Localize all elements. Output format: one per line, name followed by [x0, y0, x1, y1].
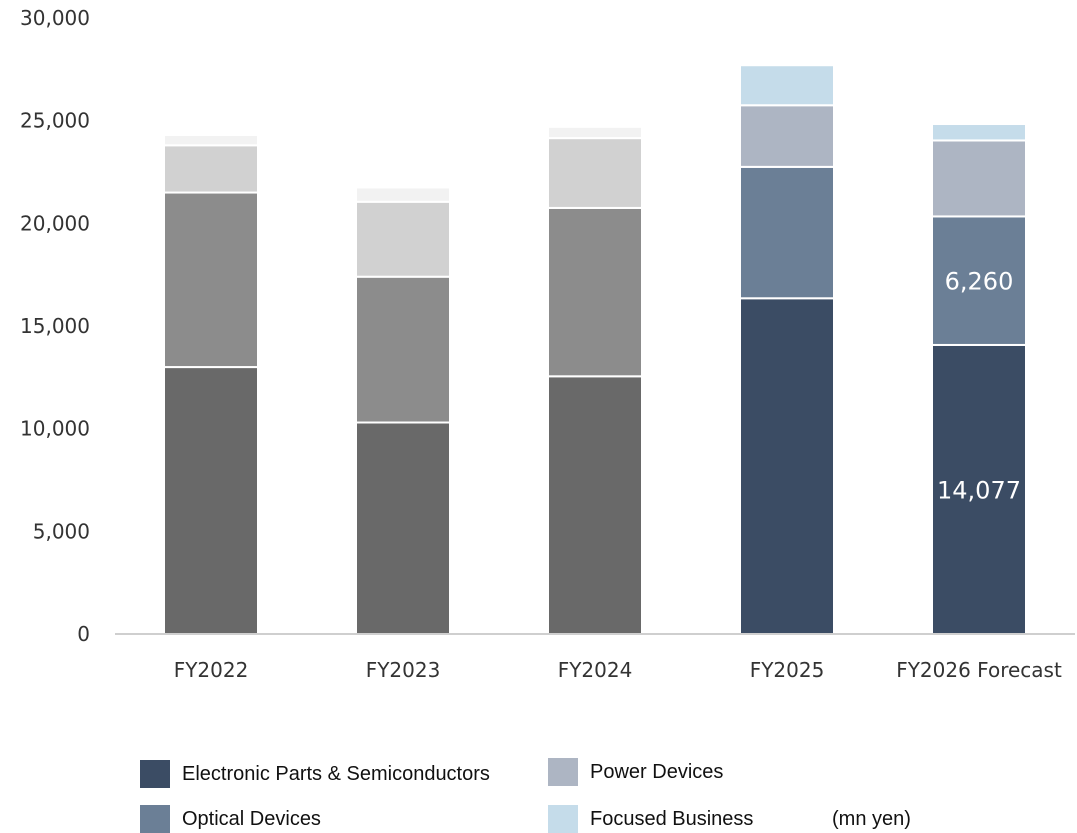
legend-swatch-power-devices [548, 758, 578, 786]
x-category-label: FY2023 [366, 658, 441, 682]
legend-label-optical-devices: Optical Devices [182, 807, 321, 830]
data-label: 14,077 [937, 476, 1021, 504]
bar-segment [355, 200, 451, 278]
bar-segment [547, 206, 643, 378]
x-category-label: FY2025 [750, 658, 825, 682]
x-category-label: FY2024 [558, 658, 633, 682]
y-tick-label: 15,000 [20, 314, 90, 338]
legend-label-focused-business: Focused Business [590, 807, 754, 830]
x-category-label: FY2022 [174, 658, 249, 682]
bar-segment [163, 366, 259, 635]
bar-segment [931, 343, 1027, 635]
bar-segment [739, 165, 835, 300]
bar-segment [547, 125, 643, 140]
data-label: 6,260 [945, 268, 1014, 296]
bar-segment [931, 123, 1027, 142]
bar-segment [355, 421, 451, 635]
bar-segment [163, 134, 259, 147]
y-tick-label: 20,000 [20, 211, 90, 235]
legend-item-electronic-parts: Electronic Parts & Semiconductors [140, 760, 490, 788]
bar-segment [739, 104, 835, 168]
bar-segment [931, 215, 1027, 346]
legend-item-optical-devices: Optical Devices [140, 805, 321, 833]
y-tick-label: 30,000 [20, 6, 90, 30]
y-tick-label: 10,000 [20, 417, 90, 441]
legend-swatch-optical-devices [140, 805, 170, 833]
bar-segment [931, 139, 1027, 218]
y-tick-label: 0 [77, 622, 90, 646]
y-tick-label: 5,000 [33, 519, 90, 543]
bar-segment [163, 191, 259, 369]
legend-swatch-electronic-parts [140, 760, 170, 788]
bar-segment [547, 137, 643, 209]
stacked-bar-chart: 0 5,000 10,000 15,000 20,000 25,000 30,000 FY20… [20, 6, 1075, 682]
bar-segment [355, 275, 451, 424]
legend-label-electronic-parts: Electronic Parts & Semiconductors [182, 762, 490, 785]
y-tick-label: 25,000 [20, 109, 90, 133]
legend-item-power-devices: Power Devices [548, 758, 723, 786]
unit-note: (mn yen) [832, 808, 911, 830]
bar-segment [739, 64, 835, 107]
bar-segment [547, 375, 643, 635]
legend-label-power-devices: Power Devices [590, 760, 724, 783]
legend-item-focused-business: Focused Business [548, 805, 753, 833]
bar-segment [355, 186, 451, 203]
legend-swatch-focused-business [548, 805, 578, 833]
x-category-label: FY2026 Forecast [896, 658, 1062, 682]
bar-segment [163, 144, 259, 194]
bar-segment [739, 297, 835, 635]
